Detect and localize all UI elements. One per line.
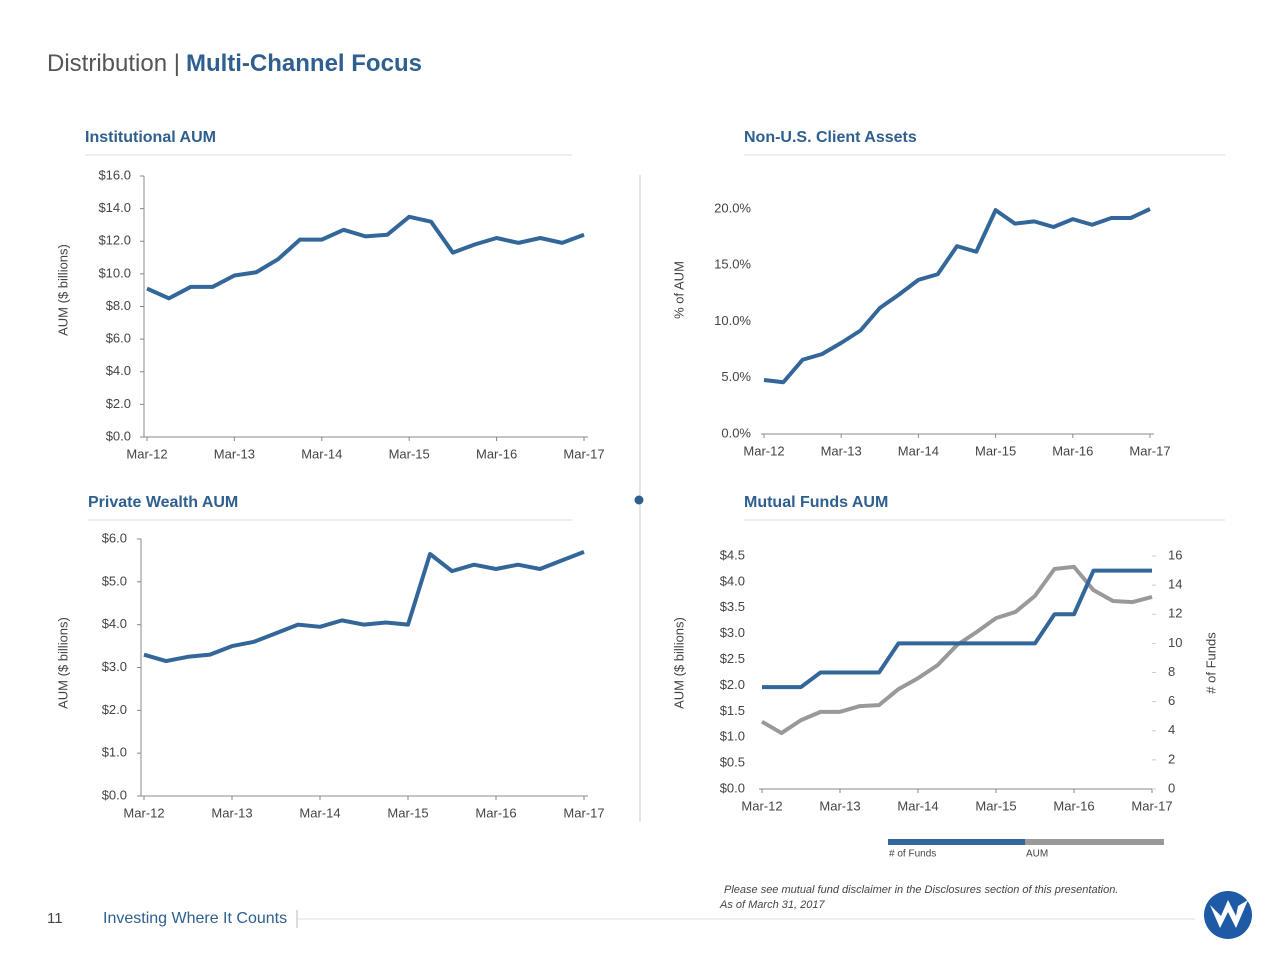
x-tick-label: Mar-13 <box>211 805 252 820</box>
y-tick-label: $3.0 <box>102 659 127 674</box>
y-tick-label: $4.5 <box>720 547 745 562</box>
y-tick-label: $0.0 <box>720 780 745 795</box>
title-main: Multi-Channel Focus <box>186 50 422 77</box>
y-tick-label: $1.0 <box>102 745 127 760</box>
note: As of March 31, 2017 <box>719 899 825 911</box>
y-axis-label: AUM ($ billions) <box>671 617 686 709</box>
series-line <box>146 214 585 301</box>
x-tick-label: Mar-16 <box>1052 443 1093 458</box>
y-tick-label: $8.0 <box>106 298 131 313</box>
y-tick-label: $2.0 <box>102 702 127 717</box>
x-tick-label: Mar-12 <box>126 446 167 461</box>
y-tick-label: $0.0 <box>102 787 127 802</box>
x-tick-label: Mar-15 <box>975 798 1016 813</box>
legend-swatch <box>888 839 1025 845</box>
divider-dot <box>634 495 644 505</box>
legend-label: # of Funds <box>889 849 936 860</box>
legend-swatch <box>1025 839 1164 845</box>
x-tick-label: Mar-13 <box>819 798 860 813</box>
y-tick-label: $16.0 <box>98 167 131 182</box>
y-tick-label: $4.0 <box>102 616 127 631</box>
x-tick-label: Mar-12 <box>741 798 782 813</box>
chart-title: Mutual Funds AUM <box>744 494 888 511</box>
y2-tick-label: 14 <box>1168 577 1182 592</box>
slide-title: Distribution | Multi-Channel Focus <box>47 50 422 77</box>
x-tick-label: Mar-17 <box>1129 443 1170 458</box>
title-prefix: Distribution | <box>47 50 180 77</box>
y-tick-label: $1.5 <box>720 703 745 718</box>
y-tick-label: $4.0 <box>720 573 745 588</box>
y-tick-label: 0.0% <box>721 425 751 440</box>
y-tick-label: $6.0 <box>106 331 131 346</box>
y-tick-label: $0.5 <box>720 755 745 770</box>
y-tick-label: $4.0 <box>106 363 131 378</box>
y-tick-label: $14.0 <box>98 200 131 215</box>
page-number: 11 <box>47 910 63 927</box>
x-tick-label: Mar-12 <box>743 443 784 458</box>
tagline: Investing Where It Counts <box>103 910 287 927</box>
y-axis-label: AUM ($ billions) <box>55 244 70 336</box>
x-tick-label: Mar-14 <box>897 798 938 813</box>
y-tick-label: $1.0 <box>720 729 745 744</box>
series-line <box>763 207 1151 385</box>
y2-tick-label: 6 <box>1168 693 1175 708</box>
y2-tick-label: 8 <box>1168 664 1175 679</box>
legend-label: AUM <box>1026 849 1048 860</box>
y-tick-label: $3.5 <box>720 599 745 614</box>
y-tick-label: 10.0% <box>714 313 751 328</box>
series-line <box>760 564 1153 736</box>
y-tick-label: $2.5 <box>720 651 745 666</box>
y2-tick-label: 2 <box>1168 751 1175 766</box>
y-tick-label: $2.0 <box>106 396 131 411</box>
x-tick-label: Mar-16 <box>476 446 517 461</box>
y-tick-label: $10.0 <box>98 265 131 280</box>
x-tick-label: Mar-17 <box>563 446 604 461</box>
x-tick-label: Mar-16 <box>475 805 516 820</box>
note: Please see mutual fund disclaimer in the… <box>724 884 1118 896</box>
chart-title: Non-U.S. Client Assets <box>744 129 917 146</box>
y2-tick-label: 16 <box>1168 547 1182 562</box>
chart-title: Institutional AUM <box>85 129 216 146</box>
y-tick-label: 15.0% <box>714 257 751 272</box>
x-tick-label: Mar-14 <box>301 446 342 461</box>
logo-mark <box>1210 900 1248 928</box>
chart-title: Private Wealth AUM <box>88 494 238 511</box>
x-tick-label: Mar-13 <box>214 446 255 461</box>
y2-tick-label: 4 <box>1168 722 1175 737</box>
y-tick-label: $6.0 <box>102 530 127 545</box>
x-tick-label: Mar-17 <box>563 805 604 820</box>
y-tick-label: $12.0 <box>98 233 131 248</box>
y2-tick-label: 12 <box>1168 606 1182 621</box>
y-tick-label: $0.0 <box>106 428 131 443</box>
x-tick-label: Mar-16 <box>1053 798 1094 813</box>
x-tick-label: Mar-14 <box>299 805 340 820</box>
y-tick-label: 20.0% <box>714 200 751 215</box>
x-tick-label: Mar-13 <box>821 443 862 458</box>
x-tick-label: Mar-15 <box>975 443 1016 458</box>
y-tick-label: $5.0 <box>102 573 127 588</box>
series-line <box>143 549 585 664</box>
y-axis-label: % of AUM <box>671 261 686 319</box>
series-line <box>762 568 1152 690</box>
x-tick-label: Mar-12 <box>123 805 164 820</box>
y-tick-label: $2.0 <box>720 677 745 692</box>
y2-tick-label: 10 <box>1168 635 1182 650</box>
y-axis-label: AUM ($ billions) <box>55 617 70 709</box>
x-tick-label: Mar-14 <box>898 443 939 458</box>
x-tick-label: Mar-17 <box>1131 798 1172 813</box>
x-tick-label: Mar-15 <box>389 446 430 461</box>
y-tick-label: 5.0% <box>721 369 751 384</box>
y-tick-label: $3.0 <box>720 625 745 640</box>
x-tick-label: Mar-15 <box>387 805 428 820</box>
y2-tick-label: 0 <box>1168 780 1175 795</box>
y2-axis-label: # of Funds <box>1203 632 1218 694</box>
logo <box>1204 891 1252 939</box>
